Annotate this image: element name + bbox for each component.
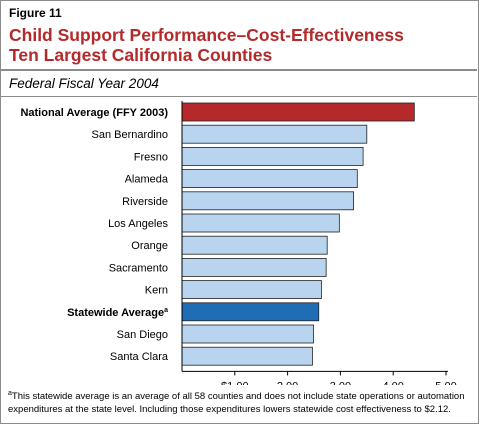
bar-san-diego [181, 324, 314, 344]
bar-sacramento [181, 257, 327, 277]
category-label-alameda: Alameda [125, 174, 169, 186]
footnote-text: This statewide average is an average of … [8, 391, 465, 416]
category-label-san-bernardino: San Bernardino [92, 129, 168, 141]
bar-san-bernardino [181, 124, 368, 144]
x-tick-label: $1.00 [221, 380, 249, 385]
chart-title-line-2: Ten Largest California Counties [9, 45, 273, 65]
bar-alameda [181, 169, 358, 188]
bar-chart: National Average (FFY 2003) San Bernardin… [20, 101, 457, 385]
footnote: aThis statewide average is an average of… [8, 387, 474, 416]
bar-riverside [181, 191, 355, 211]
x-tick-label: 3.00 [330, 380, 351, 385]
x-tick-label: 4.00 [382, 380, 403, 385]
figure-label: Figure 11 [9, 6, 62, 20]
category-label-kern: Kern [145, 285, 168, 297]
category-label-sacramento: Sacramento [109, 262, 168, 274]
category-label-statewide-average: Statewide Averagea [67, 307, 168, 319]
category-label-san-diego: San Diego [117, 329, 168, 341]
bar-statewide-average [181, 302, 320, 322]
bar-orange [181, 235, 328, 255]
subtitle-divider [0, 96, 477, 97]
category-label-santa-clara: Santa Clara [110, 351, 169, 363]
chart-subtitle: Federal Fiscal Year 2004 [9, 76, 159, 91]
x-tick-label: 5.00 [435, 380, 456, 385]
chart-title: Child Support Performance–Cost-Effective… [9, 25, 404, 65]
category-label-orange: Orange [131, 240, 168, 252]
bar-kern [181, 280, 322, 300]
bar-fresno [181, 147, 364, 166]
category-label-fresno: Fresno [134, 151, 168, 163]
category-label-sup: a [164, 307, 168, 314]
category-label-riverside: Riverside [122, 196, 168, 208]
category-label-national-average-ffy-2003: National Average (FFY 2003) [20, 107, 168, 119]
bar-santa-clara [181, 346, 313, 366]
bar-national-average-ffy-2003 [181, 102, 415, 122]
footnote-marker: a [8, 390, 12, 397]
chart-title-line-1: Child Support Performance–Cost-Effective… [9, 25, 404, 45]
bar-los-angeles [181, 213, 340, 233]
x-tick-label: 2.00 [277, 380, 298, 385]
category-label-los-angeles: Los Angeles [108, 218, 168, 230]
title-divider [0, 69, 477, 71]
